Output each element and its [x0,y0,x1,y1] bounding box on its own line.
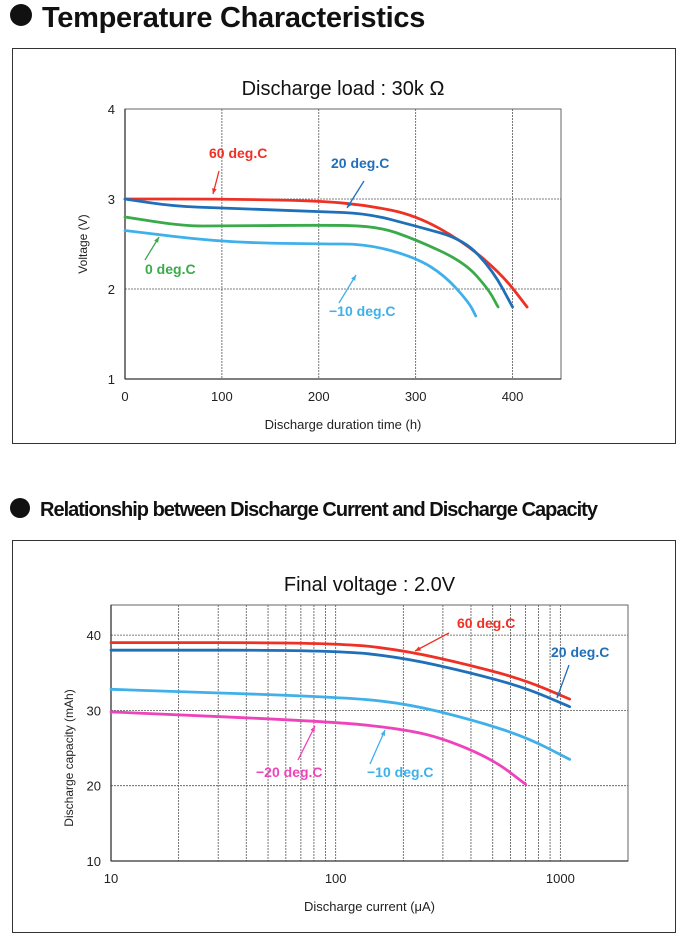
chart-title: Final voltage : 2.0V [284,574,456,596]
bullet-icon [10,498,30,518]
arrowhead-icon [415,646,421,651]
heading-text: Relationship between Discharge Current a… [40,499,598,521]
arrowhead-icon [380,730,385,736]
series-label-2: −10 deg.C [367,764,434,780]
series-line-0 [123,197,529,309]
y-tick-label: 30 [87,703,101,718]
chart-title: Discharge load : 30k Ω [242,78,445,100]
series-line-1 [123,197,514,309]
series-label-3: −10 deg.C [329,303,396,319]
y-tick-label: 20 [87,779,101,794]
series-line-2 [123,215,500,309]
x-tick-label: 10 [104,871,118,886]
y-tick-label: 10 [87,854,101,869]
x-tick-label: 200 [308,389,330,404]
x-axis-label: Discharge duration time (h) [265,417,422,432]
chart-svg: Discharge load : 30k Ω 0 100 200 300 400 1 2 3 4 D… [76,78,562,432]
series-line-3 [109,710,527,786]
annotation-arrow-2 [369,729,386,765]
x-tick-label: 300 [405,389,427,404]
y-axis-label: Voltage (V) [76,214,90,273]
arrowhead-icon [351,275,356,281]
arrowhead-icon [347,202,352,208]
annotation-arrow-3 [297,725,316,761]
series-label-1: 20 deg.C [551,644,609,660]
x-tick-label: 100 [211,389,233,404]
y-tick-label: 3 [108,192,115,207]
arrowhead-icon [556,692,562,698]
x-tick-label: 100 [325,871,347,886]
y-tick-label: 1 [108,372,115,387]
x-tick-label: 1000 [546,871,575,886]
section-heading-temperature: Temperature Characteristics [10,2,425,35]
x-tick-label: 400 [502,389,524,404]
y-axis-label: Discharge capacity (mAh) [62,689,76,826]
y-tick-label: 4 [108,102,115,117]
heading-text: Temperature Characteristics [42,2,426,34]
y-tick-label: 2 [108,282,115,297]
series-label-3: −20 deg.C [256,764,323,780]
series-line-3 [123,229,478,318]
series-label-0: 60 deg.C [457,615,515,631]
arrowhead-icon [310,726,315,732]
x-tick-label: 0 [121,389,128,404]
chart-svg: Final voltage : 2.0V 10 100 1000 10 20 30 40 Dis… [62,574,629,914]
section-heading-current-capacity: Relationship between Discharge Current a… [10,498,598,522]
bullet-icon [10,4,32,26]
series-line-1 [109,648,572,709]
chart-current-capacity: Final voltage : 2.0V 10 100 1000 10 20 30 40 Dis… [12,540,676,933]
series-label-1: 20 deg.C [331,155,389,171]
arrowhead-icon [212,188,217,194]
series-label-2: 0 deg.C [145,261,196,277]
series-line-0 [109,641,572,701]
series-label-0: 60 deg.C [209,145,267,161]
x-axis-label: Discharge current (μA) [304,899,435,914]
arrowhead-icon [154,237,159,243]
annotation-arrow-1 [556,664,570,699]
chart-temperature: Discharge load : 30k Ω 0 100 200 300 400 1 2 3 4 D… [12,48,676,444]
series-line-2 [109,687,572,761]
y-tick-label: 40 [87,628,101,643]
annotation-arrow-0 [414,632,450,652]
